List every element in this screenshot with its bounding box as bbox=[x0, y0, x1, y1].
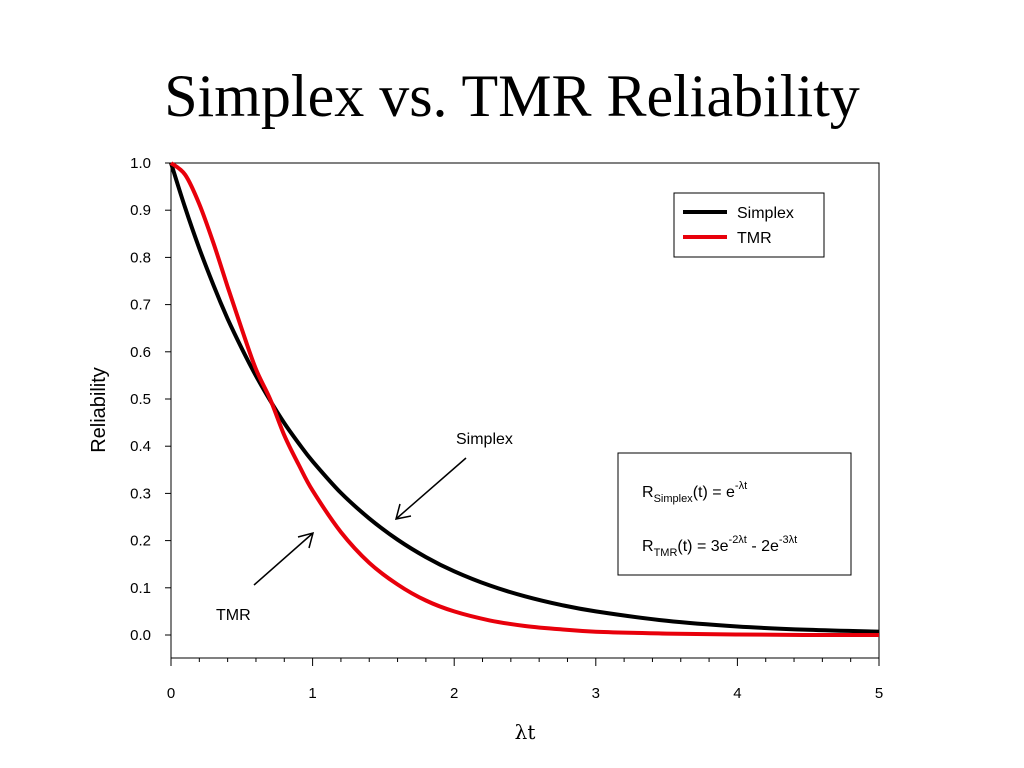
formula-tmr: RTMR(t) = 3e-2λt - 2e-3λt bbox=[642, 534, 797, 559]
x-tick-label: 1 bbox=[308, 685, 316, 702]
annotation-simplex: Simplex bbox=[394, 431, 513, 520]
y-tick-label: 0.8 bbox=[130, 249, 151, 266]
y-tick-label: 0.1 bbox=[130, 580, 151, 597]
y-tick-label: 0.6 bbox=[130, 344, 151, 361]
annotation-simplex-arrowhead bbox=[394, 503, 412, 520]
legend: Simplex TMR bbox=[673, 192, 825, 258]
slide-title: Simplex vs. TMR Reliability bbox=[164, 63, 860, 129]
y-axis: 0.0 0.1 0.2 0.3 0.4 0.5 0.6 0.7 0.8 0.9 1.0 bbox=[130, 155, 171, 644]
formula-simplex: RSimplex(t) = e-λt bbox=[642, 480, 747, 505]
plot-frame bbox=[170, 162, 880, 659]
annotation-simplex-arrow bbox=[395, 457, 467, 520]
series-line-tmr bbox=[169, 161, 880, 638]
x-tick-label: 2 bbox=[450, 685, 458, 702]
annotation-tmr-arrow bbox=[253, 532, 314, 586]
annotation-tmr-arrowhead bbox=[297, 531, 315, 549]
legend-label-tmr: TMR bbox=[737, 230, 772, 247]
formula-box-frame bbox=[617, 452, 852, 576]
series-line-simplex bbox=[169, 162, 880, 634]
legend-label-simplex: Simplex bbox=[737, 205, 794, 222]
y-axis-label: Reliability bbox=[88, 367, 110, 453]
y-tick-label: 0.5 bbox=[130, 391, 151, 408]
annotation-tmr-label: TMR bbox=[216, 607, 251, 624]
y-tick-label: 0.2 bbox=[130, 533, 151, 550]
y-tick-label: 0.3 bbox=[130, 485, 151, 502]
x-tick-label: 4 bbox=[733, 685, 741, 702]
x-tick-label: 0 bbox=[167, 685, 175, 702]
y-tick-label: 0.7 bbox=[130, 297, 151, 314]
y-tick-label: 1.0 bbox=[130, 155, 151, 172]
x-tick-label: 5 bbox=[875, 685, 883, 702]
formula-box: RSimplex(t) = e-λt RTMR(t) = 3e-2λt - 2e… bbox=[617, 452, 852, 576]
y-tick-label: 0.0 bbox=[130, 627, 151, 644]
x-axis: 0 1 2 3 4 5 bbox=[167, 658, 883, 702]
y-tick-label: 0.9 bbox=[130, 202, 151, 219]
x-axis-label: λt bbox=[515, 720, 536, 744]
series-layer bbox=[169, 161, 880, 638]
y-tick-label: 0.4 bbox=[130, 438, 151, 455]
x-tick-label: 3 bbox=[592, 685, 600, 702]
annotation-simplex-label: Simplex bbox=[456, 431, 513, 448]
legend-box bbox=[673, 192, 825, 258]
annotation-tmr: TMR bbox=[216, 531, 315, 624]
